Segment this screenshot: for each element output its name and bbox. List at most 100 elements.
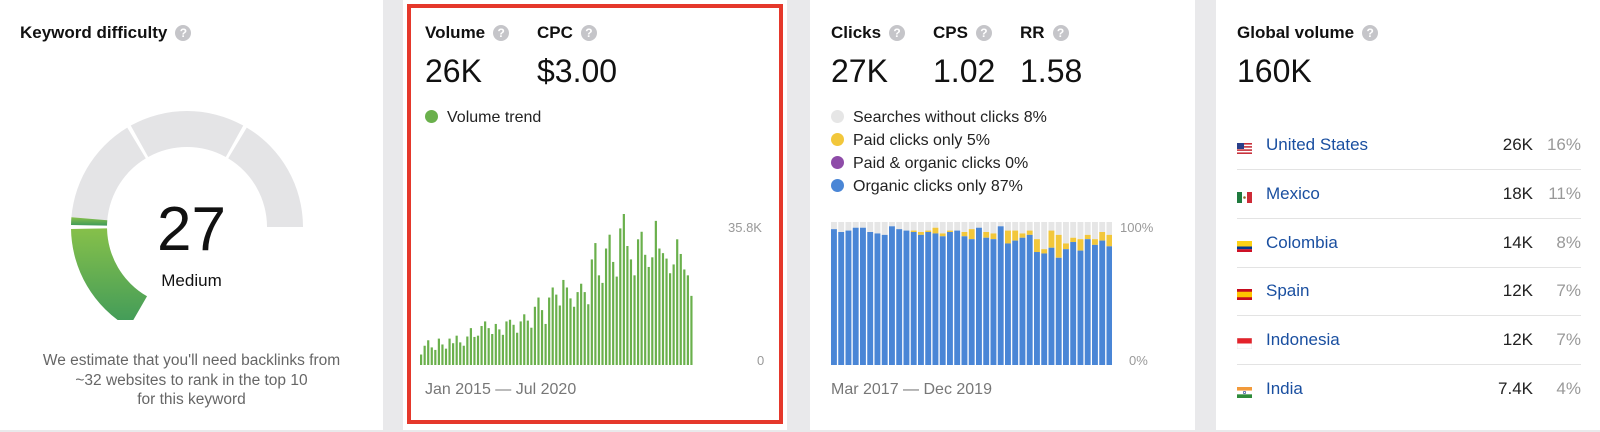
volume-bar: [604, 248, 608, 365]
description-line: for this keyword: [137, 391, 246, 408]
global-volume-panel: Global volume? 160K United States 26K 16…: [1216, 0, 1600, 430]
paid-click-bar-segment: [983, 232, 990, 238]
volume-bar: [686, 275, 689, 365]
country-percent: 7%: [1556, 281, 1581, 300]
country-row[interactable]: Indonesia 12K 7%: [1236, 316, 1581, 365]
global-volume-label: Global volume: [1237, 23, 1355, 42]
help-icon[interactable]: ?: [175, 25, 192, 41]
y-max-label: 100%: [1120, 220, 1154, 235]
volume-bar: [690, 295, 693, 365]
paid-click-bar-segment: [1092, 239, 1098, 245]
keyword-difficulty-label: Keyword difficulty: [20, 23, 168, 42]
help-icon[interactable]: ?: [580, 25, 597, 41]
country-row[interactable]: Mexico 18K 11%: [1237, 170, 1581, 219]
no-click-bar-segment: [1048, 222, 1055, 231]
difficulty-score: 27: [157, 195, 226, 264]
country-row[interactable]: Colombia 14K 8%: [1237, 219, 1581, 268]
volume-bar: [519, 321, 522, 365]
gauge-track-segment: [130, 111, 244, 158]
volume-bar: [508, 319, 512, 365]
paid-click-bar-segment: [1026, 230, 1033, 235]
difficulty-gauge: [71, 111, 303, 320]
volume-bar: [462, 345, 465, 365]
organic-click-bar-segment: [831, 229, 837, 365]
help-icon[interactable]: ?: [975, 25, 992, 41]
help-icon[interactable]: ?: [1052, 25, 1069, 41]
volume-bar: [498, 329, 501, 365]
no-click-bar-segment: [1034, 222, 1040, 240]
volume-bar: [469, 328, 472, 365]
legend-item: Organic clicks only 87%: [831, 178, 1023, 196]
volume-bar: [562, 279, 565, 365]
country-percent: 8%: [1556, 233, 1581, 252]
volume-bar: [459, 342, 462, 365]
country-row[interactable]: India 7.4K 4%: [1237, 365, 1581, 413]
volume-bar: [420, 354, 423, 365]
country-link[interactable]: Spain: [1266, 281, 1310, 300]
clicks-value: 27K: [831, 53, 888, 89]
volume-bar: [569, 298, 572, 365]
country-percent: 7%: [1556, 330, 1581, 349]
no-click-bar-segment: [961, 222, 968, 233]
no-click-bar-segment: [1026, 222, 1033, 231]
no-click-bar-segment: [947, 222, 953, 231]
volume-bar: [679, 253, 682, 365]
paid-click-bar-segment: [939, 233, 946, 237]
volume-bar: [466, 336, 469, 365]
description-line: We estimate that you'll need backlinks f…: [42, 352, 341, 369]
volume-bar: [622, 214, 625, 365]
rr-heading: RR?: [1020, 23, 1069, 43]
paid-click-bar-segment: [925, 230, 932, 233]
global-volume-value: 160K: [1237, 53, 1312, 89]
country-link[interactable]: United States: [1266, 135, 1369, 154]
volume-bar: [626, 246, 629, 365]
volume-bar: [551, 287, 554, 365]
volume-bar: [633, 275, 636, 365]
country-row[interactable]: Spain 12K 7%: [1237, 267, 1581, 316]
country-link[interactable]: Indonesia: [1266, 330, 1340, 349]
keyword-difficulty-heading: Keyword difficulty?: [20, 23, 192, 43]
no-click-bar-segment: [903, 222, 910, 231]
paid-click-bar-segment: [1070, 237, 1077, 243]
no-click-bar-segment: [968, 222, 975, 230]
volume-bar: [501, 334, 505, 365]
legend-label: Organic clicks only 87%: [853, 178, 1023, 195]
volume-bar: [487, 328, 490, 365]
organic-click-bar-segment: [1063, 249, 1069, 365]
country-link[interactable]: Colombia: [1266, 233, 1338, 252]
volume-bar: [544, 323, 547, 365]
help-icon[interactable]: ?: [493, 25, 510, 41]
organic-click-bar-segment: [925, 232, 932, 365]
paid-click-bar-segment: [1019, 233, 1026, 238]
volume-bar: [615, 276, 618, 365]
no-click-bar-segment: [1055, 222, 1062, 235]
help-icon[interactable]: ?: [1362, 25, 1379, 41]
clicks-distribution-chart: [831, 222, 1112, 365]
y-max-label: 35.8K: [728, 220, 762, 235]
help-icon[interactable]: ?: [889, 25, 906, 41]
organic-click-bar-segment: [918, 234, 924, 365]
volume-bar: [619, 228, 622, 365]
volume-bar: [430, 347, 433, 365]
country-link[interactable]: Mexico: [1266, 184, 1320, 203]
country-row[interactable]: United States 26K 16%: [1237, 121, 1581, 170]
organic-click-bar-segment: [1048, 247, 1055, 365]
no-click-bar-segment: [1063, 222, 1069, 244]
country-link[interactable]: India: [1266, 379, 1303, 398]
no-click-bar-segment: [845, 222, 852, 231]
paid-click-bar-segment: [961, 232, 968, 237]
no-click-bar-segment: [997, 222, 1004, 227]
paid-click-bar-segment: [1077, 239, 1084, 251]
no-click-bar-segment: [990, 222, 997, 234]
volume-bar: [640, 231, 643, 365]
paid-click-bar-segment: [910, 230, 917, 233]
description-line: ~32 websites to rank in the top 10: [75, 371, 308, 389]
organic-click-bar-segment: [860, 227, 866, 365]
organic-click-bar-segment: [1106, 246, 1112, 365]
volume-bar: [658, 248, 661, 365]
paid-click-bar-segment: [1048, 230, 1055, 248]
organic-click-bar-segment: [1099, 240, 1106, 365]
country-volume: 12K: [1502, 281, 1533, 300]
volume-bar: [505, 321, 508, 365]
no-click-bar-segment: [889, 222, 895, 227]
